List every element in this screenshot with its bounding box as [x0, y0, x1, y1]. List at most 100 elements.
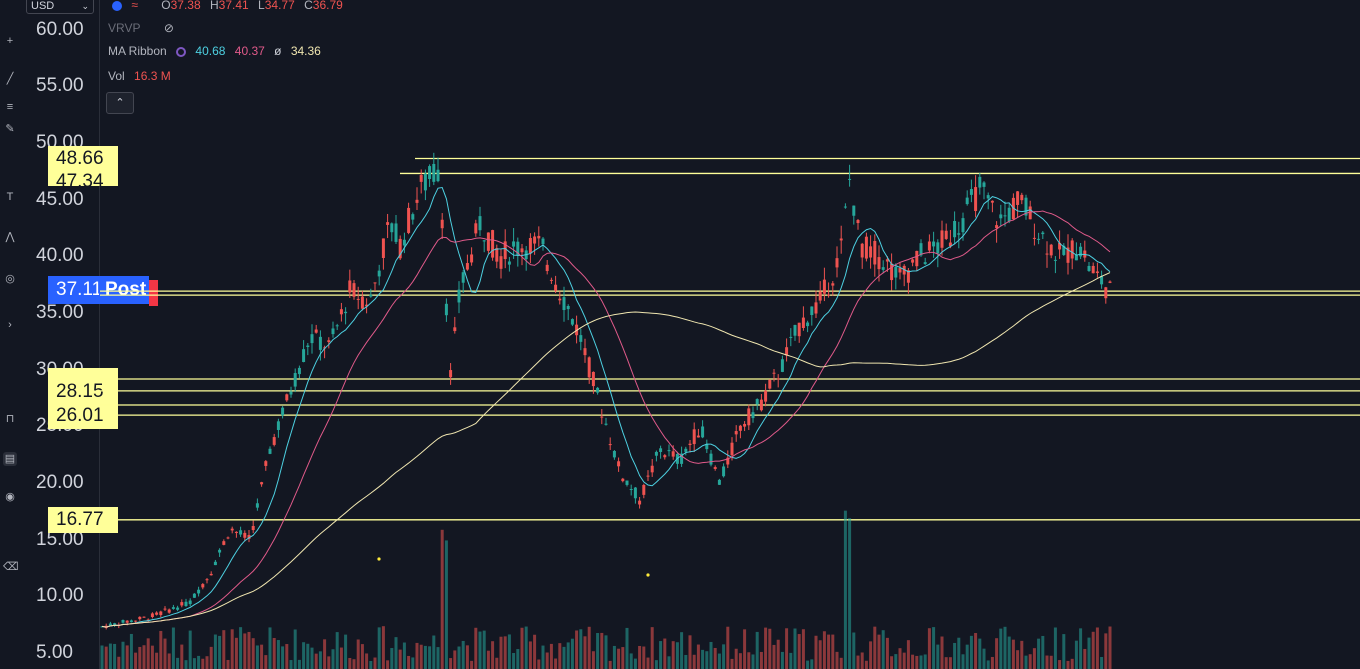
volume-legend[interactable]: Vol 16.3 M [108, 69, 177, 83]
candle-body [180, 602, 184, 606]
volume-bar [827, 634, 831, 669]
candle-body [650, 465, 654, 473]
zoom-icon[interactable]: › [8, 319, 12, 331]
candle-body [890, 263, 894, 281]
candle-body [990, 200, 994, 203]
volume-bar [671, 641, 675, 669]
y-tick: 20.00 [36, 472, 84, 493]
volume-bar [474, 627, 478, 669]
ohlc-legend: ≈ O37.38 H37.41 L34.77 C36.79 [112, 0, 349, 12]
candle-body [995, 225, 999, 229]
volume-bar [482, 630, 486, 669]
volume-bar [314, 653, 318, 669]
candle-body [722, 466, 726, 477]
volume-bar [566, 642, 570, 669]
price-chart[interactable] [100, 0, 1360, 669]
magnet-icon[interactable]: ⊓ [5, 413, 15, 425]
volume-bar [722, 644, 726, 669]
close-value: 36.79 [312, 0, 343, 12]
volume-bar [612, 645, 616, 669]
candle-body [680, 453, 684, 464]
volume-bar [1028, 654, 1032, 669]
settings-icon[interactable] [176, 46, 187, 57]
candle-body [411, 214, 415, 220]
candle-body [1095, 271, 1099, 273]
price-axis[interactable]: 60.00 55.00 50.00 45.00 40.00 35.00 30.0… [20, 0, 118, 669]
currency-selector[interactable]: USD ⌄ [26, 0, 94, 14]
candle-body [558, 298, 562, 301]
volume-bar [965, 644, 969, 669]
candle-body [432, 163, 436, 182]
candle-body [654, 451, 658, 456]
vrvp-legend[interactable]: VRVP ⊘ [108, 21, 180, 35]
volume-bar [285, 644, 289, 669]
candle-body [142, 616, 146, 618]
candle-body [243, 532, 247, 538]
volume-bar [936, 644, 940, 669]
volume-bar [251, 638, 255, 669]
candle-body [625, 480, 629, 485]
volume-bar [549, 643, 553, 669]
brush-icon[interactable]: ✎ [5, 123, 15, 135]
approx-icon: ≈ [131, 0, 138, 12]
eye-hidden-icon[interactable]: ⊘ [163, 21, 174, 35]
y-tick: 40.00 [36, 245, 84, 266]
candle-body [1058, 242, 1062, 250]
fib-icon[interactable]: ≡ [6, 101, 14, 113]
volume-bar [835, 651, 839, 669]
level-label: 48.66 [48, 146, 118, 172]
pattern-icon[interactable]: ⋀ [5, 231, 15, 243]
candle-body [276, 421, 280, 430]
measure-icon[interactable]: ◎ [5, 273, 15, 285]
lock-icon[interactable]: ▤ [3, 452, 17, 466]
crosshair-icon[interactable]: + [6, 35, 14, 47]
volume-bar [545, 652, 549, 669]
ma-ribbon-legend[interactable]: MA Ribbon 40.68 40.37 ø 34.36 [108, 44, 327, 58]
volume-bar [470, 660, 474, 669]
candle-body [444, 303, 448, 316]
candle-body [1066, 247, 1070, 263]
candle-body [533, 236, 537, 244]
candle-body [365, 304, 369, 307]
volume-bar [1083, 648, 1087, 669]
candle-body [1028, 206, 1032, 220]
candle-body [537, 235, 541, 239]
trend-line-icon[interactable]: ╱ [6, 73, 14, 85]
candle-body [864, 236, 868, 259]
candle-body [356, 298, 360, 300]
candle-body [814, 302, 818, 314]
candle-body [503, 241, 507, 260]
candle-body [583, 348, 587, 356]
candle-body [932, 241, 936, 247]
volume-bar [894, 654, 898, 669]
volume-bar [755, 631, 759, 669]
candle-body [633, 487, 637, 499]
candle-body [407, 207, 411, 233]
volume-bar [373, 657, 377, 669]
volume-bar [533, 634, 537, 669]
candle-body [302, 349, 306, 362]
candle-body [348, 280, 352, 293]
volume-bar [978, 638, 982, 669]
volume-bar [810, 659, 814, 669]
candle-body [969, 189, 973, 195]
eye-icon[interactable]: ◉ [5, 491, 15, 503]
text-icon[interactable]: T [6, 191, 14, 203]
candle-body [230, 528, 234, 531]
collapse-legend-button[interactable]: ⌃ [106, 92, 134, 114]
candle-body [1074, 254, 1078, 261]
candle-body [159, 611, 163, 616]
trash-icon[interactable]: ⌫ [3, 561, 19, 573]
volume-bar [743, 629, 747, 669]
ma-fast-value: 40.68 [195, 44, 226, 58]
candle-body [507, 261, 511, 265]
volume-bar [369, 660, 373, 669]
candle-body [554, 284, 558, 291]
volume-bar [633, 658, 637, 669]
candle-body [692, 429, 696, 445]
candle-body [465, 263, 469, 270]
volume-bar [638, 645, 642, 669]
candle-body [1108, 281, 1112, 283]
volume-bar [764, 627, 768, 669]
ma-slow-line [101, 272, 1111, 628]
